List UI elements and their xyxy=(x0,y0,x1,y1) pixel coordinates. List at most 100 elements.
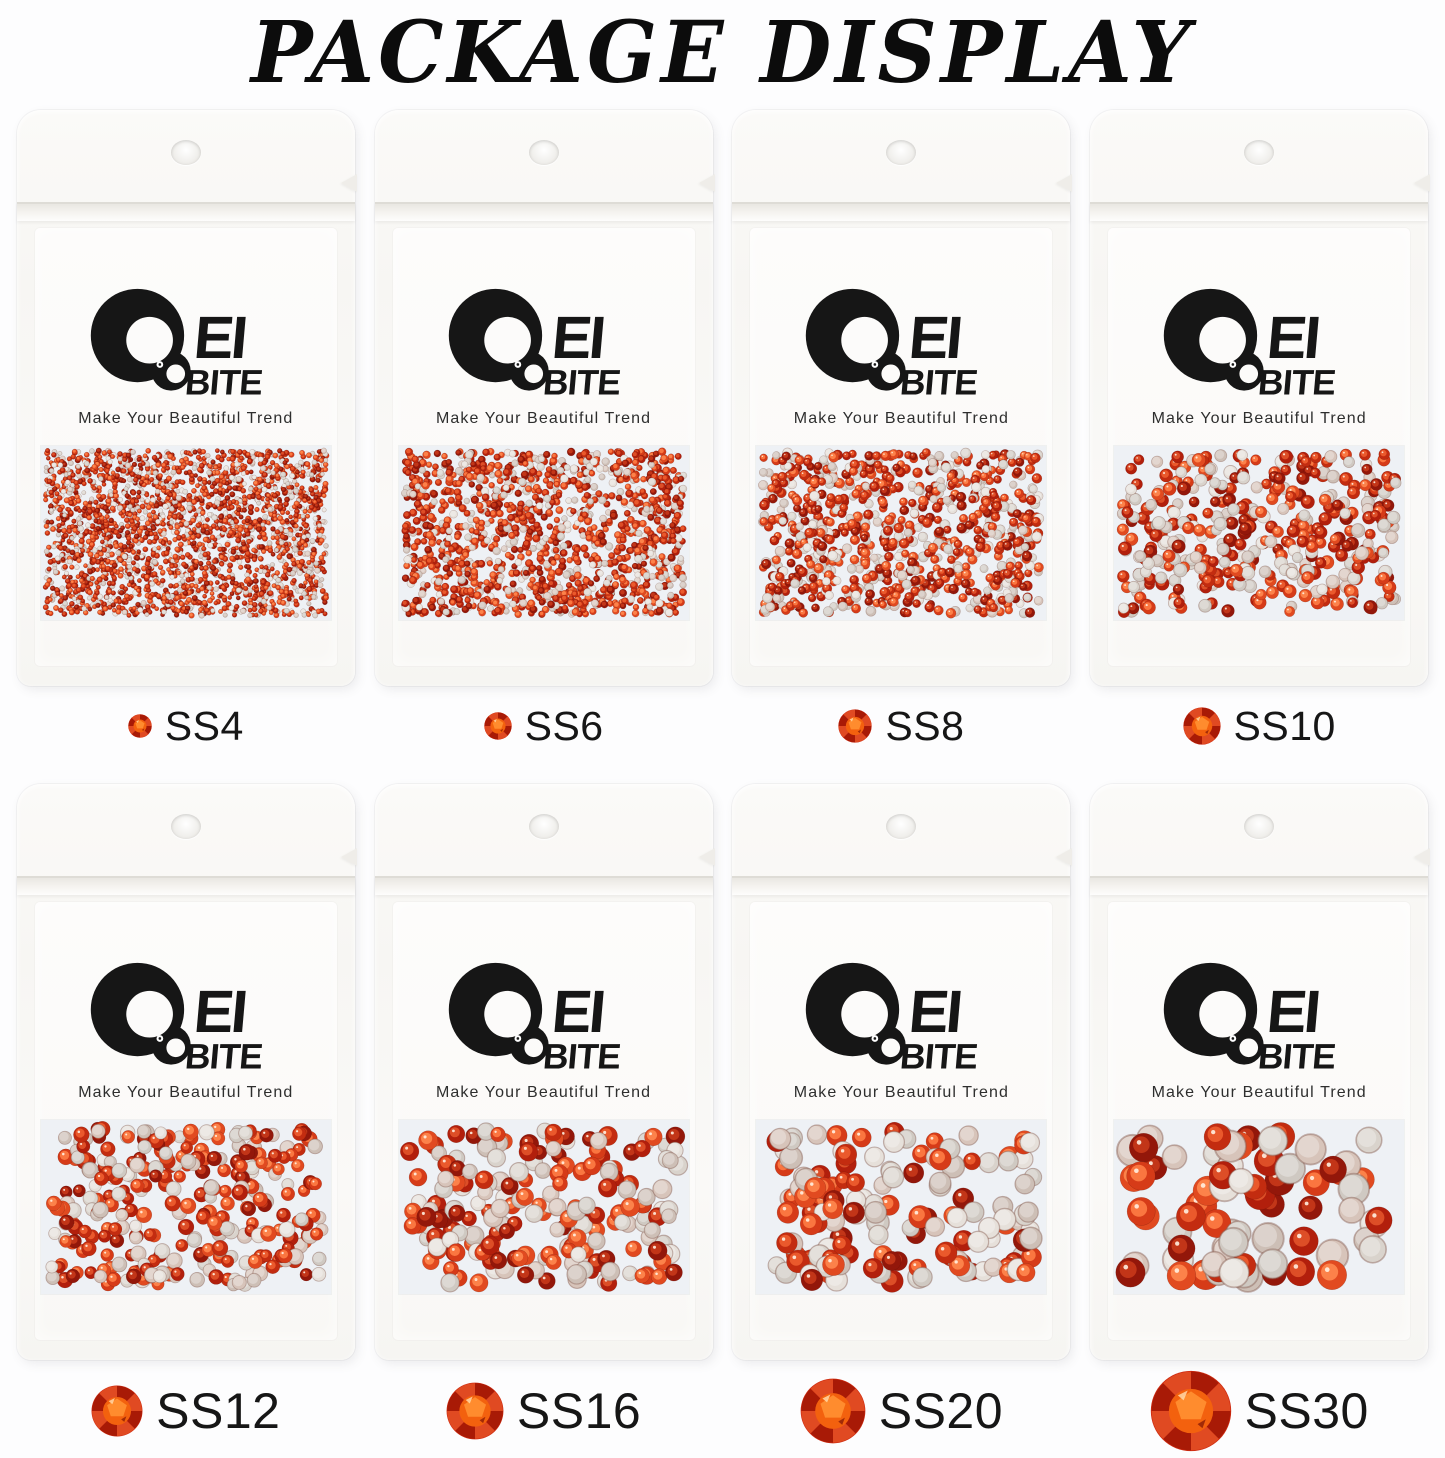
package-row-2: EI BITE Make Your Beautiful Trend xyxy=(0,784,1445,1458)
rhinestone-canvas xyxy=(1114,1120,1405,1294)
tear-notch xyxy=(698,848,715,866)
bag-front-panel: EI BITE Make Your Beautiful Trend xyxy=(34,902,337,1340)
rhinestone-canvas xyxy=(40,446,331,620)
package-row-1: EI BITE Make Your Beautiful Trend xyxy=(0,110,1445,760)
size-label-text: SS16 xyxy=(516,1383,642,1439)
tear-notch xyxy=(1414,848,1431,866)
brand-logo-swirl-icon xyxy=(806,962,907,1065)
zipper-seal xyxy=(732,202,1071,221)
brand-logo: EI BITE xyxy=(1163,288,1338,402)
package-cell: EI BITE Make Your Beautiful Trend xyxy=(10,110,362,760)
brand-logo-text-ei: EI xyxy=(191,304,248,371)
package-bag: EI BITE Make Your Beautiful Trend xyxy=(16,784,357,1360)
package-cell: EI BITE Make Your Beautiful Trend xyxy=(10,784,362,1458)
size-label: SS12 xyxy=(10,1364,362,1458)
size-label: SS20 xyxy=(725,1364,1077,1458)
size-label: SS10 xyxy=(1083,692,1435,760)
brand-logo-text-bite: BITE xyxy=(183,1036,264,1076)
rhinestone-window xyxy=(398,446,689,620)
rhinestone-canvas xyxy=(1114,446,1405,620)
brand-logo-text-ei: EI xyxy=(907,304,964,371)
rhinestone-window xyxy=(398,1120,689,1294)
brand-logo-text-bite: BITE xyxy=(541,362,622,402)
brand-logo: EI BITE xyxy=(806,288,980,402)
brand-logo-text-ei: EI xyxy=(549,978,606,1045)
size-label: SS8 xyxy=(725,692,1077,760)
brand-tagline: Make Your Beautiful Trend xyxy=(78,1084,294,1101)
brand-logo: EI BITE xyxy=(90,962,264,1076)
package-bag: EI BITE Make Your Beautiful Trend xyxy=(16,110,357,686)
rhinestone-canvas xyxy=(398,446,689,620)
rhinestone-icon xyxy=(91,1385,143,1437)
brand-logo: EI BITE xyxy=(1163,962,1338,1076)
size-label-text: SS4 xyxy=(164,702,244,749)
brand-logo-text-ei: EI xyxy=(1265,978,1322,1045)
hang-hole-icon xyxy=(170,814,201,839)
bag-front-panel: EI BITE Make Your Beautiful Trend xyxy=(392,902,695,1340)
rhinestone-canvas xyxy=(756,446,1047,620)
zipper-seal xyxy=(1090,876,1429,895)
tear-notch xyxy=(340,848,357,866)
rhinestone-window xyxy=(1114,1120,1405,1294)
package-bag: EI BITE Make Your Beautiful Trend xyxy=(732,110,1073,686)
brand-logo-text-bite: BITE xyxy=(1257,1036,1338,1076)
size-label-text: SS20 xyxy=(878,1383,1004,1439)
page-title: PACKAGE DISPLAY xyxy=(250,3,1195,103)
rhinestone-canvas xyxy=(40,1120,331,1294)
package-cell: EI BITE Make Your Beautiful Trend xyxy=(725,784,1077,1458)
size-label-text: SS30 xyxy=(1244,1383,1369,1439)
rhinestone-icon xyxy=(838,709,873,743)
brand-tagline: Make Your Beautiful Trend xyxy=(436,1084,652,1101)
brand-logo-text-ei: EI xyxy=(191,978,248,1045)
brand-tagline: Make Your Beautiful Trend xyxy=(793,410,1009,427)
hang-hole-icon xyxy=(886,814,917,839)
brand-tagline: Make Your Beautiful Trend xyxy=(78,410,294,427)
size-label: SS4 xyxy=(10,692,362,760)
brand-tagline: Make Your Beautiful Trend xyxy=(1151,1084,1367,1101)
brand-logo-text-bite: BITE xyxy=(541,1036,622,1076)
brand-logo-text-bite: BITE xyxy=(899,1036,980,1076)
zipper-seal xyxy=(374,202,713,221)
rhinestone-icon xyxy=(128,714,152,738)
size-label-text: SS8 xyxy=(885,702,965,749)
zipper-seal xyxy=(374,876,713,895)
brand-logo: EI BITE xyxy=(448,962,622,1076)
package-cell: EI BITE Make Your Beautiful Trend xyxy=(1083,110,1435,760)
size-label: SS16 xyxy=(368,1364,720,1458)
rhinestone-icon xyxy=(800,1378,866,1444)
brand-tagline: Make Your Beautiful Trend xyxy=(436,410,652,427)
bag-front-panel: EI BITE Make Your Beautiful Trend xyxy=(1108,228,1411,666)
brand-tagline: Make Your Beautiful Trend xyxy=(1151,410,1367,427)
rhinestone-icon xyxy=(1182,707,1221,745)
brand-logo-swirl-icon xyxy=(448,288,549,391)
rhinestone-icon xyxy=(483,712,512,740)
package-bag: EI BITE Make Your Beautiful Trend xyxy=(732,784,1073,1360)
brand-tagline: Make Your Beautiful Trend xyxy=(793,1084,1009,1101)
package-cell: EI BITE Make Your Beautiful Trend xyxy=(368,110,720,760)
rhinestone-canvas xyxy=(756,1120,1047,1294)
size-label: SS30 xyxy=(1083,1364,1435,1458)
hang-hole-icon xyxy=(170,140,201,165)
size-label-text: SS10 xyxy=(1233,702,1336,749)
package-bag: EI BITE Make Your Beautiful Trend xyxy=(374,110,715,686)
package-cell: EI BITE Make Your Beautiful Trend xyxy=(1083,784,1435,1458)
rhinestone-icon xyxy=(1150,1370,1231,1452)
brand-logo-swirl-icon xyxy=(1163,962,1264,1065)
package-cell: EI BITE Make Your Beautiful Trend xyxy=(368,784,720,1458)
hang-hole-icon xyxy=(1244,814,1275,839)
brand-logo-swirl-icon xyxy=(90,962,191,1065)
brand-logo: EI BITE xyxy=(806,962,980,1076)
package-bag: EI BITE Make Your Beautiful Trend xyxy=(1090,110,1431,686)
package-bag: EI BITE Make Your Beautiful Trend xyxy=(1090,784,1431,1360)
size-label: SS6 xyxy=(368,692,720,760)
rhinestone-canvas xyxy=(398,1120,689,1294)
brand-logo-swirl-icon xyxy=(806,288,907,391)
brand-logo-text-bite: BITE xyxy=(183,362,264,402)
brand-logo-swirl-icon xyxy=(1163,288,1264,391)
bag-front-panel: EI BITE Make Your Beautiful Trend xyxy=(750,902,1053,1340)
rhinestone-window xyxy=(1114,446,1405,620)
bag-front-panel: EI BITE Make Your Beautiful Trend xyxy=(392,228,695,666)
brand-logo-text-bite: BITE xyxy=(1257,362,1338,402)
size-label-text: SS12 xyxy=(156,1383,281,1439)
tear-notch xyxy=(1414,174,1431,192)
